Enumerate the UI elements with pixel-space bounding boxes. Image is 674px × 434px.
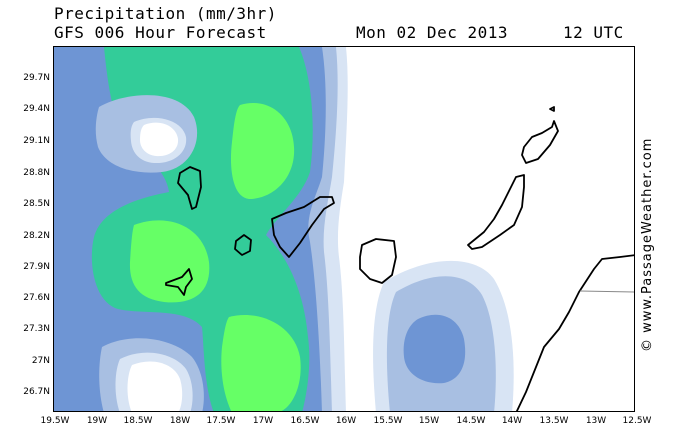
lon-label: 12.5W: [622, 416, 652, 426]
lat-label: 27.3N: [23, 324, 50, 334]
lon-label: 19.5W: [40, 416, 70, 426]
lon-label: 14W: [501, 416, 523, 426]
lon-label: 16.5W: [290, 416, 320, 426]
border-line: [579, 290, 634, 293]
lon-label: 14.5W: [456, 416, 486, 426]
lon-label: 18.5W: [123, 416, 153, 426]
map-title: Precipitation (mm/3hr): [54, 4, 277, 23]
precip-west: [54, 47, 348, 411]
lat-label: 27.9N: [23, 262, 50, 272]
alegranza-island: [549, 106, 555, 112]
lon-label: 15W: [418, 416, 440, 426]
precip-southeast: [373, 261, 514, 411]
la-palma-island: [177, 166, 202, 210]
la-gomera-island: [234, 234, 252, 256]
lon-label: 13.5W: [539, 416, 569, 426]
african-coastline: [515, 254, 634, 411]
lat-label: 28.5N: [23, 199, 50, 209]
precip-band-level5: [221, 314, 301, 411]
lon-label: 15.5W: [373, 416, 403, 426]
lat-label: 27.6N: [23, 293, 50, 303]
lat-label: 27N: [31, 356, 50, 366]
precipitation-map: [53, 46, 635, 412]
lon-label: 16W: [335, 416, 357, 426]
lat-label: 28.8N: [23, 168, 50, 178]
map-canvas: [54, 47, 634, 411]
lat-label: 29.7N: [23, 73, 50, 83]
land-outlines: [165, 106, 634, 411]
fuerteventura-island: [467, 174, 525, 250]
precip-dry-spot: [127, 361, 183, 411]
credit-watermark: © www.PassageWeather.com: [640, 137, 655, 352]
lon-label: 13W: [585, 416, 607, 426]
lanzarote-island: [521, 120, 559, 164]
gran-canaria-island: [359, 238, 397, 284]
forecast-time: 12 UTC: [563, 23, 624, 42]
lon-label: 18W: [169, 416, 191, 426]
lat-label: 26.7N: [23, 387, 50, 397]
lat-label: 28.2N: [23, 231, 50, 241]
precip-dry-spot: [140, 122, 179, 157]
el-hierro-island: [165, 268, 193, 296]
lat-label: 29.4N: [23, 104, 50, 114]
precip-band-level3: [403, 314, 466, 384]
precip-band-level5: [230, 102, 295, 199]
forecast-date: Mon 02 Dec 2013: [356, 23, 508, 42]
lon-label: 17W: [252, 416, 274, 426]
tenerife-island: [271, 196, 335, 258]
lat-label: 29.1N: [23, 136, 50, 146]
lon-label: 17.5W: [206, 416, 236, 426]
forecast-subtitle: GFS 006 Hour Forecast: [54, 23, 267, 42]
lon-label: 19W: [86, 416, 108, 426]
